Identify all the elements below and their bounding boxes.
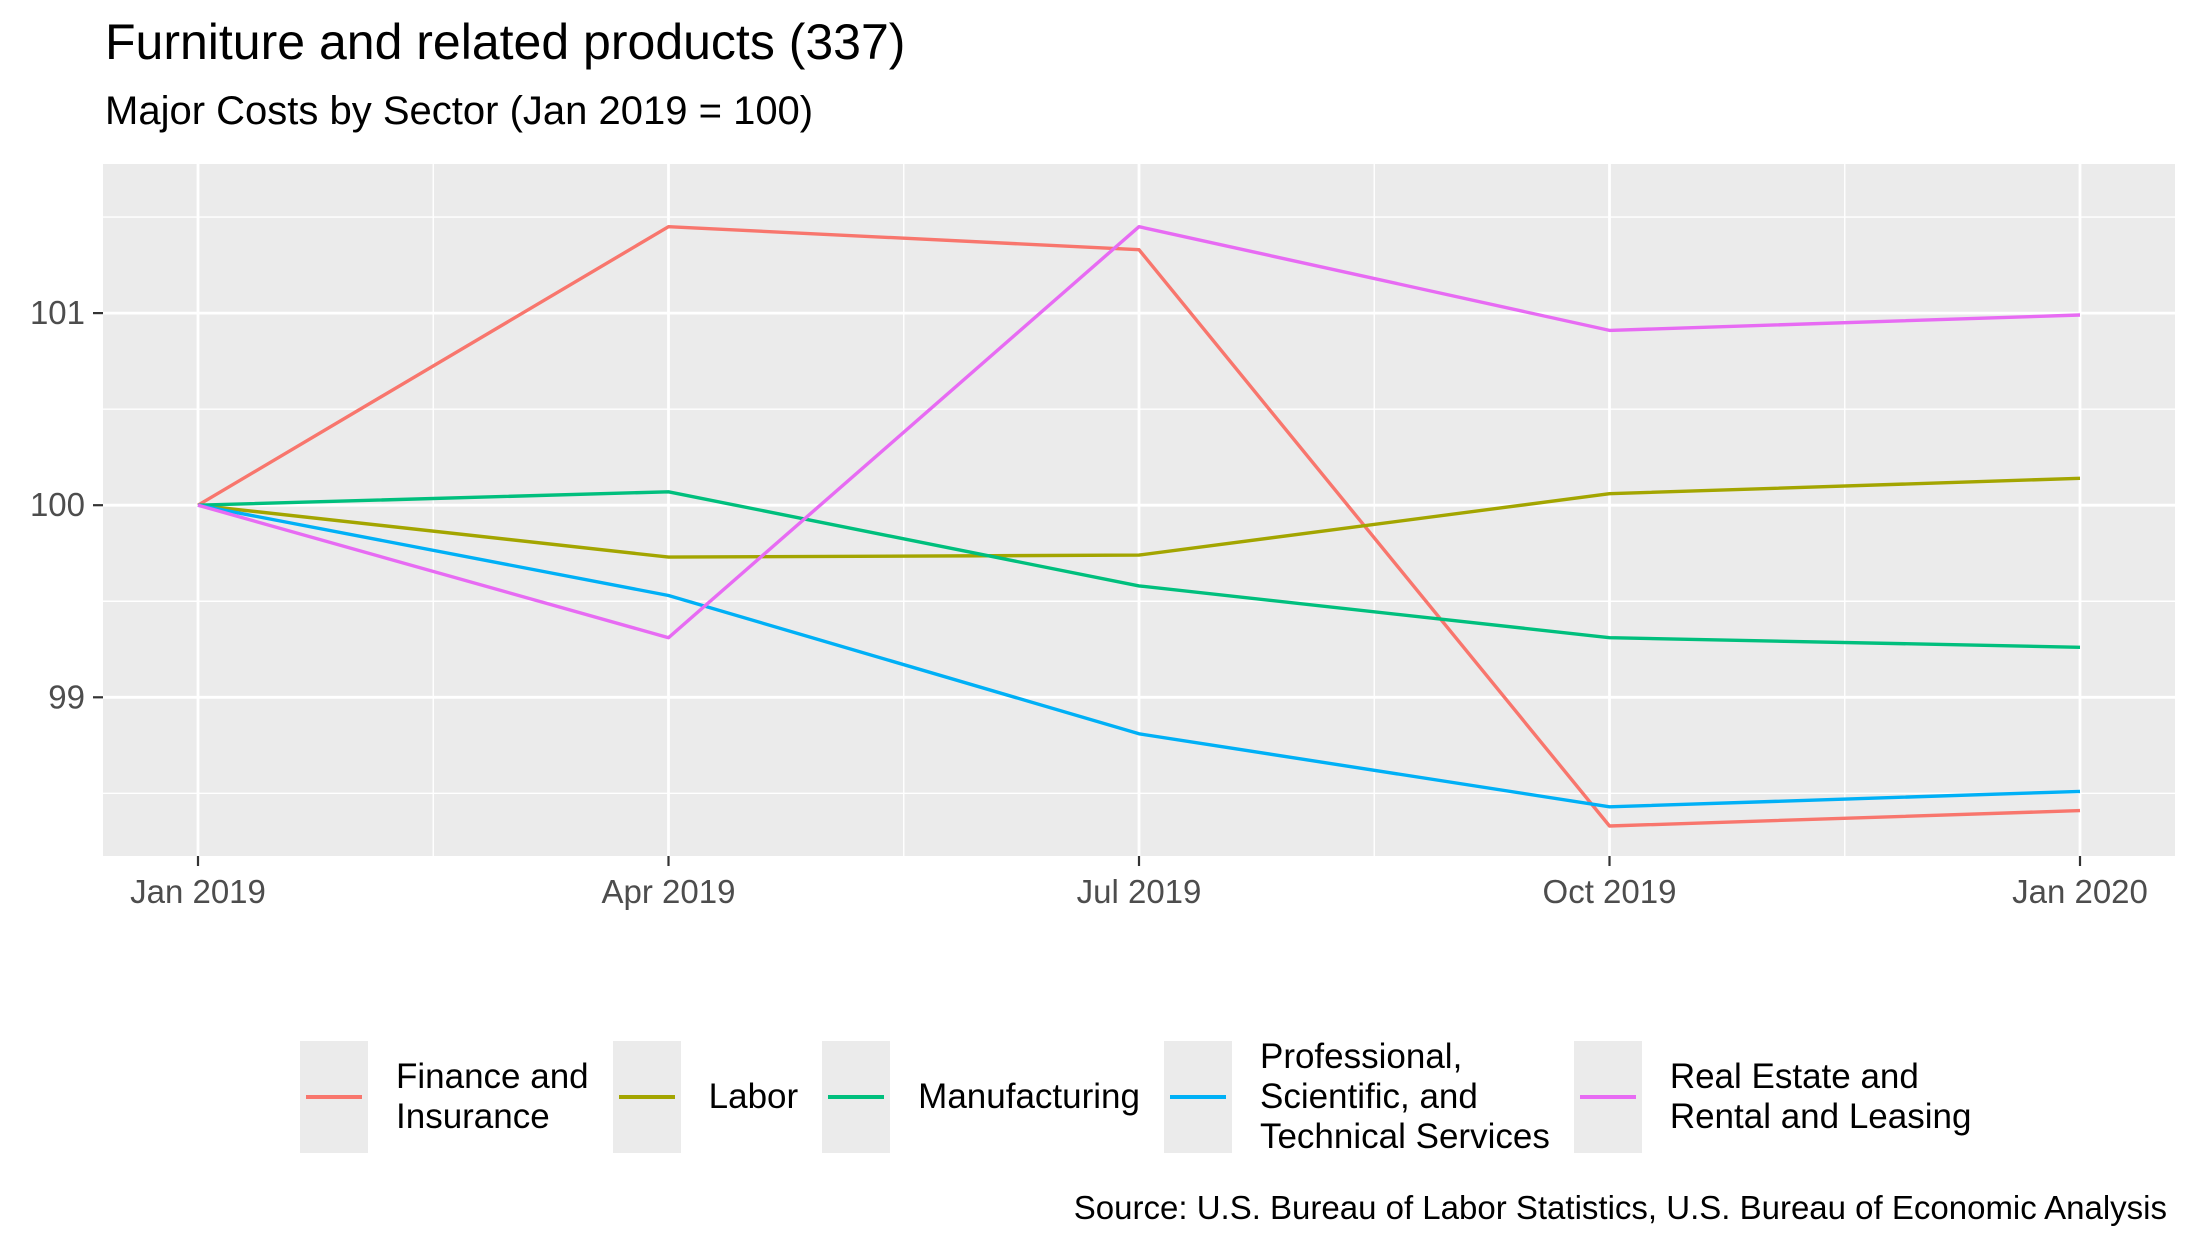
chart-title: Furniture and related products (337) <box>105 14 906 70</box>
axis-tick-labels: Jan 2019 Apr 2019 Jul 2019 Oct 2019 Jan 2020… <box>30 294 2148 910</box>
line-chart: Jan 2019 Apr 2019 Jul 2019 Oct 2019 Jan 2020… <box>30 164 2175 910</box>
series-line <box>197 476 2081 559</box>
x-tick-label: Jul 2019 <box>1077 873 1202 910</box>
legend-label: Finance and Insurance <box>396 1057 589 1136</box>
x-tick-label: Oct 2019 <box>1543 873 1677 910</box>
legend-swatch <box>1579 1095 1636 1099</box>
y-tick-label: 99 <box>48 678 85 715</box>
source-caption: Source: U.S. Bureau of Labor Statistics,… <box>1073 1189 2167 1226</box>
y-tick-label: 100 <box>30 486 85 523</box>
legend-item: Professional, Scientific, and Technical … <box>1163 1037 1550 1157</box>
legend-label: Manufacturing <box>918 1077 1140 1116</box>
legend-key <box>822 1041 891 1153</box>
legend-label: Professional, Scientific, and Technical … <box>1259 1037 1550 1156</box>
series-lines <box>197 224 2081 828</box>
legend-item: Real Estate and Rental and Leasing <box>1573 1041 1972 1153</box>
legend-swatch <box>828 1095 885 1099</box>
legend-key <box>1163 1041 1232 1153</box>
x-tick-label: Apr 2019 <box>602 873 736 910</box>
series-line <box>197 490 2081 649</box>
chart-subtitle: Major Costs by Sector (Jan 2019 = 100) <box>105 89 814 133</box>
legend-item: Finance and Insurance <box>300 1041 589 1153</box>
axis-ticks <box>93 312 2082 866</box>
legend-key <box>300 1041 368 1153</box>
x-tick-label: Jan 2019 <box>130 873 266 910</box>
legend: Finance and Insurance Labor Manufacturing P… <box>300 1037 1995 1157</box>
legend-item: Manufacturing <box>822 1041 1140 1153</box>
legend-item: Labor <box>612 1041 799 1153</box>
legend-swatch <box>1169 1095 1226 1099</box>
legend-key <box>1573 1041 1642 1153</box>
series-line <box>197 224 2081 640</box>
legend-swatch <box>306 1095 362 1099</box>
y-tick-label: 101 <box>30 294 85 331</box>
major-gridlines <box>103 164 2175 856</box>
legend-label: Labor <box>708 1077 799 1116</box>
legend-key <box>612 1041 681 1153</box>
series-line <box>197 503 2081 809</box>
x-tick-label: Jan 2020 <box>2012 873 2148 910</box>
legend-swatch <box>618 1095 675 1099</box>
series-line <box>197 224 2081 828</box>
legend-label: Real Estate and Rental and Leasing <box>1669 1057 1972 1136</box>
